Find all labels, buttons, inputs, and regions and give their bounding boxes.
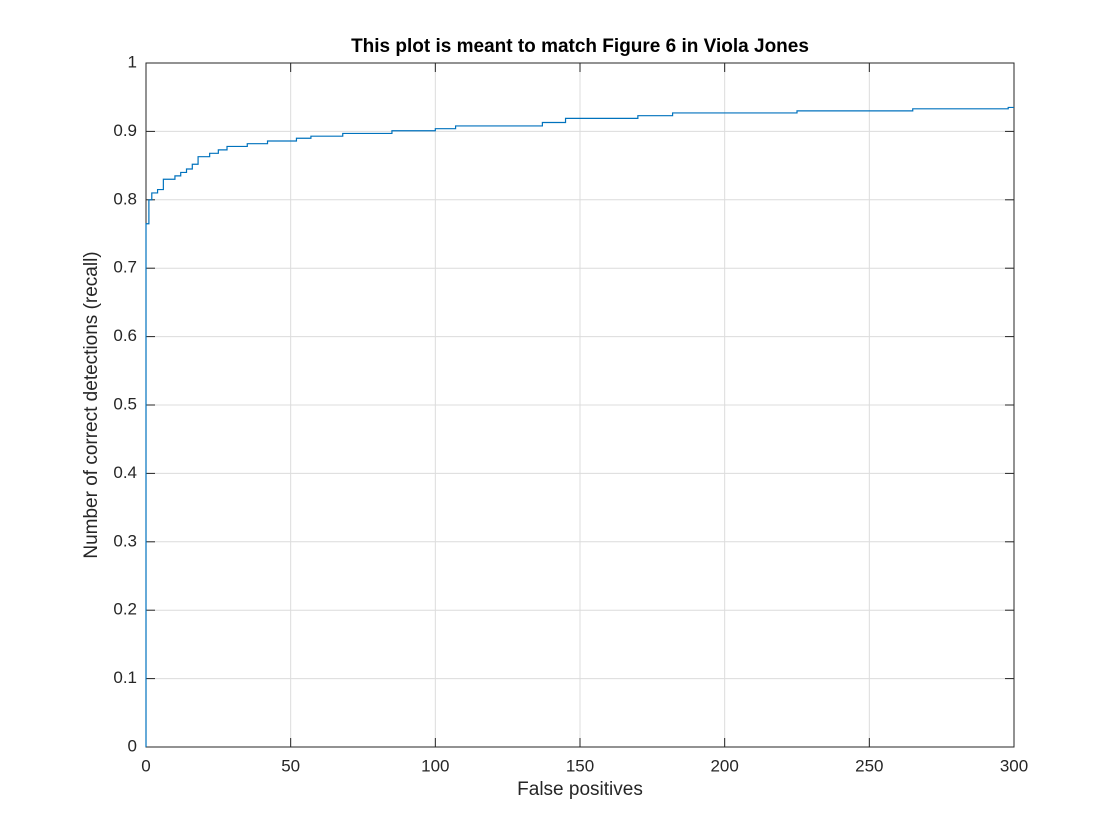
y-tick-label: 1: [128, 52, 137, 71]
y-tick-label: 0.2: [113, 600, 137, 619]
x-tick-label: 150: [566, 756, 594, 775]
series-line: [145, 106, 1014, 747]
x-tick-label: 200: [710, 756, 738, 775]
x-tick-label: 300: [1000, 756, 1028, 775]
x-tick-label: 50: [281, 756, 300, 775]
x-tick-label: 0: [141, 756, 150, 775]
y-axis-label: Number of correct detections (recall): [81, 251, 102, 558]
y-tick-label: 0.5: [113, 394, 137, 413]
y-tick-label: 0.6: [113, 326, 137, 345]
x-tick-label: 250: [855, 756, 883, 775]
x-tick-label: 100: [421, 756, 449, 775]
y-tick-label: 0.8: [113, 189, 137, 208]
y-tick-label: 0.4: [113, 463, 137, 482]
chart-title: This plot is meant to match Figure 6 in …: [351, 36, 809, 57]
y-tick-label: 0.9: [113, 121, 137, 140]
y-tick-label: 0.7: [113, 258, 137, 277]
y-tick-label: 0.1: [113, 668, 137, 687]
x-axis-label: False positives: [517, 779, 643, 800]
y-tick-label: 0: [128, 736, 137, 755]
y-tick-label: 0.3: [113, 531, 137, 550]
